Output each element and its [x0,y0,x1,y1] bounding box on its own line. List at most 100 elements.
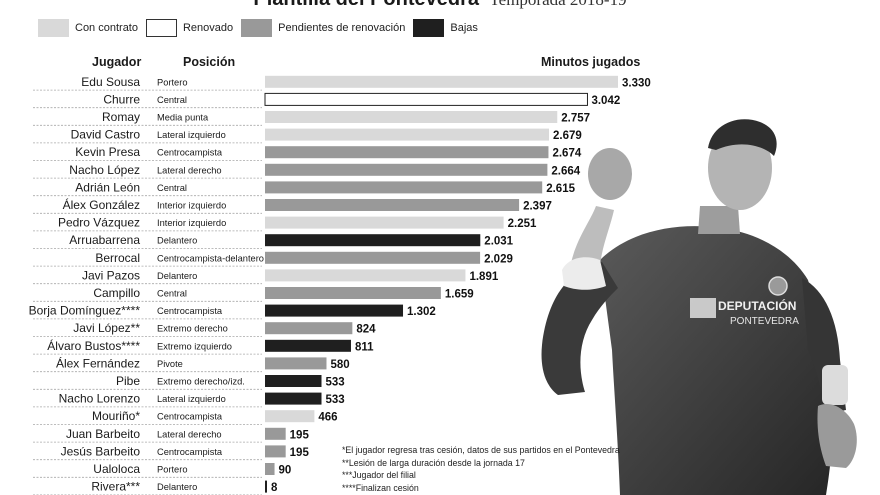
minutes-value-label: 1.302 [407,306,436,318]
minutes-value-label: 1.659 [445,289,474,301]
chart-row: Borja Domínguez**** Centrocampista 1.302 [29,304,436,320]
footnote-1: *El jugador regresa tras cesión, datos d… [342,445,620,455]
column-header-position: Posición [183,55,236,69]
player-position: Lateral derecho [157,429,222,439]
player-position: Central [157,289,187,299]
player-crest [768,276,788,296]
player-name: Javi López** [73,321,140,335]
player-left-arm [541,262,618,395]
player-position: Lateral izquierdo [157,394,226,404]
player-name: Álex González [63,197,140,212]
minutes-bar [265,375,322,387]
column-header-minutes: Minutos jugados [541,55,641,69]
minutes-bar [265,75,618,88]
minutes-bar [265,322,353,335]
player-raised-sleeve [562,257,606,290]
player-photo: DEPUTACIÓN PONTEVEDRA [541,119,857,495]
player-neck [698,206,740,234]
player-name: Javi Pazos [82,268,140,282]
chart-row: Nacho Lorenzo Lateral izquierdo 533 [33,392,345,408]
player-position: Lateral izquierdo [157,130,226,140]
chart-row: Juan Barbeito Lateral derecho 195 [33,427,309,443]
player-position: Centrocampista [157,306,223,316]
chart-row: Ualoloca Portero 90 [33,462,291,478]
player-name: Rivera*** [91,480,140,494]
player-name: Juan Barbeito [66,427,140,441]
minutes-bar [265,146,549,159]
minutes-value-label: 8 [271,482,278,494]
player-position: Central [157,183,187,193]
legend-swatch-renovado [145,19,177,37]
minutes-bar [265,216,504,229]
chart-row: Jesús Barbeito Centrocampista 195 [33,444,309,461]
minutes-value-label: 2.029 [484,253,513,265]
minutes-value-label: 1.891 [469,271,498,283]
minutes-bar [265,480,267,493]
player-name: Álex Fernández [56,355,140,370]
minutes-value-label: 2.757 [561,113,590,125]
minutes-bar [265,339,351,352]
player-name: Borja Domínguez**** [29,304,141,318]
minutes-bar [265,392,322,405]
player-position: Lateral derecho [157,165,222,175]
player-head [708,126,772,210]
legend-item-bajas: Bajas [413,19,478,37]
minutes-bar [265,410,315,423]
legend-swatch-bajas [413,19,445,37]
player-raised-arm [570,206,614,268]
player-name: Pedro Vázquez [58,216,140,230]
footnotes: *El jugador regresa tras cesión, datos d… [342,444,620,494]
player-name: Arruabarrena [69,233,140,247]
player-name: Álvaro Bustos**** [47,338,140,353]
legend-swatch-contrato [38,19,69,37]
minutes-bar [265,163,548,176]
minutes-value-label: 466 [318,412,337,424]
minutes-bar [265,181,543,194]
legend-label-contrato: Con contrato [75,22,138,34]
chart-row: Pibe Extremo derecho/izd. 533 [33,374,345,390]
player-position: Centrocampista-delantero [157,253,264,263]
player-position: Pivote [157,359,183,369]
player-name: Mouriño* [92,409,140,423]
chart-row: Romay Media punta 2.757 [33,110,590,126]
minutes-bar [265,357,327,370]
minutes-value-label: 2.251 [508,218,537,230]
chart-row: Álex González Interior izquierdo 2.397 [33,197,552,214]
minutes-value-label: 2.615 [546,183,575,195]
player-wrist-band [822,365,848,405]
player-fist [588,148,632,200]
player-position: Portero [157,77,188,87]
legend-item-contrato: Con contrato [38,19,138,37]
minutes-value-label: 3.330 [622,77,651,89]
chart-row: Campillo Central 1.659 [33,286,474,302]
chart-row: Álvaro Bustos**** Extremo izquierdo 811 [33,338,374,355]
player-position: Portero [157,465,188,475]
title-main: Plantilla del Pontevedra [253,0,479,10]
player-position: Centrocampista [157,148,223,158]
minutes-value-label: 811 [355,341,374,353]
minutes-bar [265,304,404,317]
minutes-value-label: 2.664 [551,165,580,177]
minutes-bar [265,199,520,211]
chart-row: Álex Fernández Pivote 580 [33,355,350,373]
player-position: Interior izquierdo [157,201,226,211]
legend-item-pendiente: Pendientes de renovación [241,19,405,37]
chart-row: Berrocal Centrocampista-delantero 2.029 [33,251,513,267]
minutes-value-label: 580 [330,359,349,371]
player-name: Campillo [93,286,140,300]
player-name: Jesús Barbeito [61,444,141,458]
player-right-hand [817,404,857,468]
column-header-player: Jugador [92,55,142,69]
player-position: Extremo derecho [157,324,228,334]
player-name: Romay [102,110,140,124]
player-position: Delantero [157,236,197,246]
player-position: Central [157,95,187,105]
legend-label-pendiente: Pendientes de renovación [278,22,406,34]
player-position: Delantero [157,482,197,492]
chart-row: Arruabarrena Delantero 2.031 [33,233,514,249]
player-position: Extremo derecho/izd. [157,377,245,387]
chart-row: Javi Pazos Delantero 1.891 [33,268,499,285]
chart-row: David Castro Lateral izquierdo 2.679 [33,128,582,144]
chart-row: Mouriño* Centrocampista 466 [33,409,338,425]
